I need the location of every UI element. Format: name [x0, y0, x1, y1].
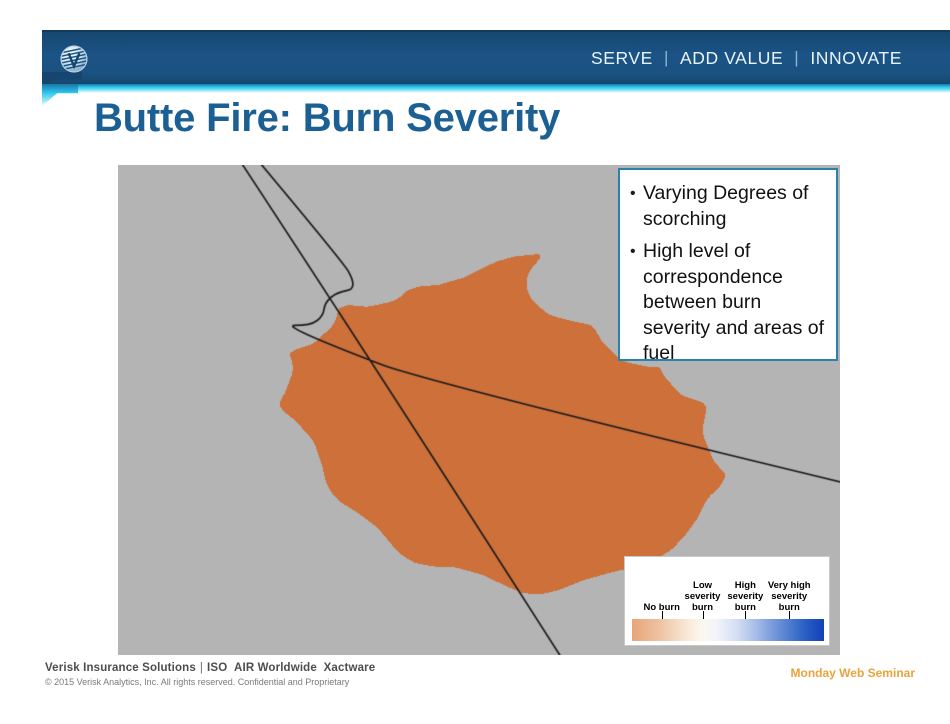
- header-tagline: SERVE | ADD VALUE | INNOVATE: [591, 47, 902, 69]
- legend-ticks: [625, 611, 829, 619]
- header-accent-wedge: [42, 84, 78, 106]
- legend-label-low-severity: Low severity burn: [684, 580, 721, 613]
- legend-label-no-burn: No burn: [643, 602, 680, 613]
- footer-brand-xactware: Xactware: [323, 662, 376, 674]
- legend-tick-low-severity: [702, 611, 704, 619]
- tagline-serve: SERVE: [590, 47, 653, 68]
- list-item: • High level of correspondence between b…: [630, 239, 828, 367]
- verisk-circle-logo-icon: [59, 44, 89, 74]
- footer-seminar-label: Monday Web Seminar: [790, 666, 915, 680]
- header-band: [42, 30, 950, 84]
- callout-textbox: • Varying Degrees of scorching • High le…: [618, 168, 838, 364]
- legend-label-very-high-severity: Very high severity burn: [767, 580, 811, 613]
- tagline-separator-1: |: [663, 48, 669, 67]
- bullet-icon: •: [630, 243, 636, 260]
- footer-brand: Verisk Insurance Solutions | ISO AIR World…: [45, 662, 375, 674]
- footer-brand-verisk: Verisk Insurance Solutions: [45, 662, 196, 674]
- footer-brand-separator: |: [199, 662, 204, 674]
- bullet-text-2: High level of correspondence between bur…: [643, 240, 825, 364]
- legend-labels: No burn Low severity burn High severity …: [625, 559, 829, 613]
- page-title: Butte Fire: Burn Severity: [94, 96, 561, 140]
- tagline-innovate: INNOVATE: [810, 47, 902, 68]
- legend-tick-no-burn: [661, 611, 663, 619]
- bullet-text-1: Varying Degrees of scorching: [643, 182, 809, 230]
- legend-label-high-severity: High severity burn: [727, 580, 764, 613]
- footer-copyright: © 2015 Verisk Analytics, Inc. All rights…: [45, 677, 350, 687]
- footer-brand-air: AIR Worldwide: [234, 662, 317, 674]
- header-accent-stripe: [42, 84, 950, 93]
- legend-color-gradient-bar: [632, 619, 824, 641]
- legend: No burn Low severity burn High severity …: [624, 556, 830, 646]
- bullet-icon: •: [630, 185, 636, 202]
- legend-tick-very-high-severity: [789, 611, 791, 619]
- legend-tick-high-severity: [745, 611, 747, 619]
- footer-left: Verisk Insurance Solutions | ISO AIR World…: [45, 662, 375, 687]
- tagline-separator-2: |: [794, 48, 800, 67]
- footer-brand-iso: ISO: [207, 662, 228, 674]
- tagline-add-value: ADD VALUE: [679, 47, 784, 68]
- list-item: • Varying Degrees of scorching: [630, 181, 828, 232]
